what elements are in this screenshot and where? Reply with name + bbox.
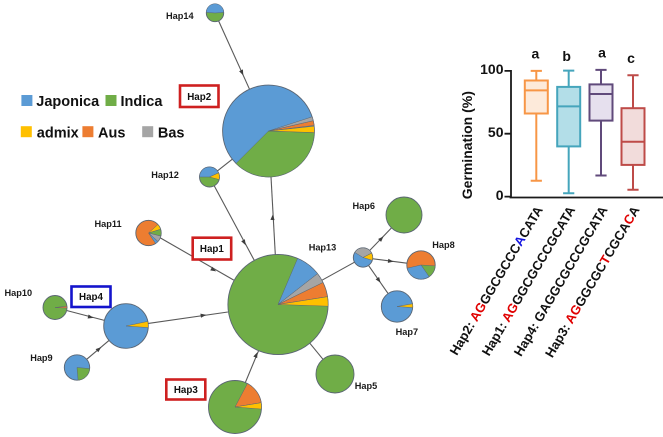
svg-text:Indica: Indica bbox=[121, 94, 164, 110]
svg-text:Hap1: Hap1 bbox=[200, 244, 225, 255]
svg-text:Bas: Bas bbox=[158, 125, 185, 141]
svg-text:0: 0 bbox=[496, 187, 504, 203]
svg-text:Hap3: Hap3 bbox=[174, 385, 199, 396]
svg-text:Hap9: Hap9 bbox=[30, 353, 52, 363]
svg-text:a: a bbox=[532, 46, 540, 62]
svg-text:a: a bbox=[598, 45, 606, 61]
svg-text:b: b bbox=[562, 48, 571, 64]
svg-text:Hap5: Hap5 bbox=[355, 381, 377, 391]
svg-text:Hap11: Hap11 bbox=[95, 219, 122, 229]
svg-text:50: 50 bbox=[488, 124, 504, 140]
svg-text:Hap12: Hap12 bbox=[151, 170, 179, 180]
svg-text:Hap7: Hap7 bbox=[396, 327, 418, 337]
svg-text:Hap4: Hap4 bbox=[79, 292, 104, 303]
svg-text:Hap8: Hap8 bbox=[432, 240, 454, 250]
svg-text:Hap2: Hap2 bbox=[187, 92, 212, 103]
svg-text:Hap6: Hap6 bbox=[353, 201, 375, 211]
svg-text:Japonica: Japonica bbox=[36, 94, 100, 110]
svg-text:100: 100 bbox=[480, 61, 504, 77]
svg-text:Hap10: Hap10 bbox=[5, 288, 33, 298]
svg-text:Hap13: Hap13 bbox=[309, 243, 337, 253]
svg-text:c: c bbox=[627, 50, 635, 66]
svg-text:Germination (%): Germination (%) bbox=[459, 91, 475, 199]
svg-text:Hap14: Hap14 bbox=[166, 11, 194, 21]
svg-text:Aus: Aus bbox=[98, 125, 125, 141]
svg-text:admix: admix bbox=[37, 125, 79, 141]
